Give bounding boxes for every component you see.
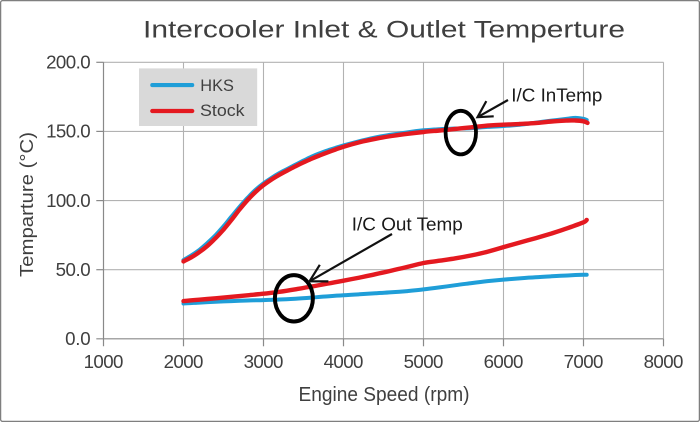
svg-text:7000: 7000 <box>564 351 604 372</box>
svg-text:Stock: Stock <box>200 101 245 120</box>
svg-text:Intercooler Inlet & Outlet Tem: Intercooler Inlet & Outlet Temperture <box>143 16 625 43</box>
svg-text:Engine Speed (rpm): Engine Speed (rpm) <box>299 384 470 406</box>
svg-text:1000: 1000 <box>84 351 124 372</box>
svg-text:Temparture (°C): Temparture (°C) <box>17 132 37 277</box>
svg-text:4000: 4000 <box>324 351 364 372</box>
svg-text:I/C Out Temp: I/C Out Temp <box>352 215 463 235</box>
svg-text:5000: 5000 <box>404 351 444 372</box>
svg-text:I/C InTemp: I/C InTemp <box>511 86 602 106</box>
svg-text:100.0: 100.0 <box>46 190 91 211</box>
svg-text:HKS: HKS <box>200 76 234 95</box>
svg-text:3000: 3000 <box>244 351 284 372</box>
svg-text:8000: 8000 <box>644 351 684 372</box>
svg-text:200.0: 200.0 <box>46 52 91 73</box>
svg-text:50.0: 50.0 <box>56 259 91 280</box>
svg-text:150.0: 150.0 <box>46 121 91 142</box>
svg-text:2000: 2000 <box>164 351 204 372</box>
svg-text:0.0: 0.0 <box>65 328 91 349</box>
svg-text:6000: 6000 <box>484 351 524 372</box>
